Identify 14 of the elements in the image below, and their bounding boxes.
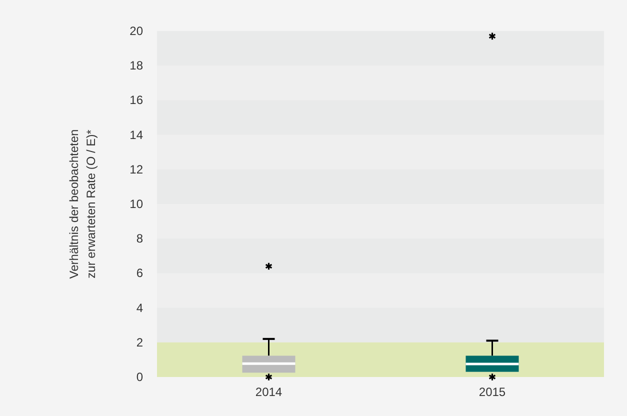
y-tick-label: 20 <box>130 24 144 38</box>
y-tick-label: 6 <box>136 266 144 280</box>
x-tick-label: 2015 <box>478 385 506 399</box>
y-tick-label: 18 <box>130 58 144 73</box>
y-tick-label: 14 <box>130 128 144 142</box>
y-tick-label: 4 <box>136 300 144 315</box>
y-axis-title: Verhältnis der beobachteten zur erwarteten Rate (O / E)* <box>67 129 98 279</box>
x-tick-label: 2014 <box>255 385 282 399</box>
y-tick-label: 2 <box>136 335 144 350</box>
y-tick-label: 16 <box>130 93 144 108</box>
y-tick-label: 10 <box>130 197 144 211</box>
y-tick-label: 0 <box>136 370 144 384</box>
y-tick-label: 8 <box>136 232 144 246</box>
y-tick-label: 12 <box>130 162 144 176</box>
